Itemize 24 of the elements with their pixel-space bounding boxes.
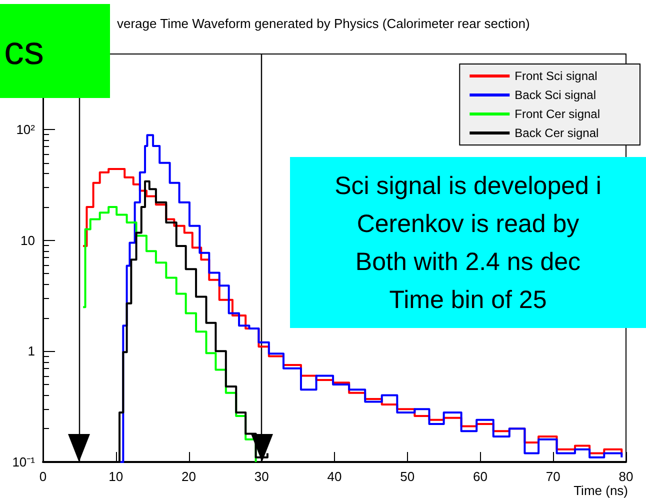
x-tick-label: 20 bbox=[182, 469, 196, 484]
x-tick-label: 10 bbox=[108, 469, 124, 484]
x-tick-label: 80 bbox=[618, 469, 634, 484]
x-tick-label: 30 bbox=[254, 469, 269, 484]
x-tick-label: 70 bbox=[546, 469, 560, 484]
legend-label: Front Cer signal bbox=[514, 107, 600, 121]
x-axis-title: Time (ns) bbox=[574, 483, 628, 498]
y-tick-label: 10 bbox=[20, 232, 35, 248]
legend-label: Back Cer signal bbox=[514, 126, 599, 140]
annotation: Sci signal is developed i bbox=[334, 171, 602, 202]
y-tick-label: 10⁻¹ bbox=[12, 454, 36, 470]
legend-label: Back Sci signal bbox=[514, 88, 596, 102]
x-tick-label: 0 bbox=[39, 469, 47, 484]
x-tick-label: 50 bbox=[400, 469, 415, 484]
chart-title: verage Time Waveform generated by Physics (Calorimeter rear section) bbox=[117, 16, 530, 31]
legend-label: Front Sci signal bbox=[514, 69, 598, 83]
y-tick-label: 10² bbox=[16, 122, 36, 138]
text-box: cs bbox=[0, 4, 110, 98]
x-tick-label: 60 bbox=[473, 469, 488, 484]
annotation: Cerenkov is read by bbox=[356, 209, 580, 240]
x-tick-label: 40 bbox=[327, 469, 342, 484]
annotation: Both with 2.4 ns dec bbox=[354, 247, 582, 278]
annotation: Time bin of 25 bbox=[388, 285, 548, 316]
y-tick-label: 1 bbox=[28, 344, 35, 359]
